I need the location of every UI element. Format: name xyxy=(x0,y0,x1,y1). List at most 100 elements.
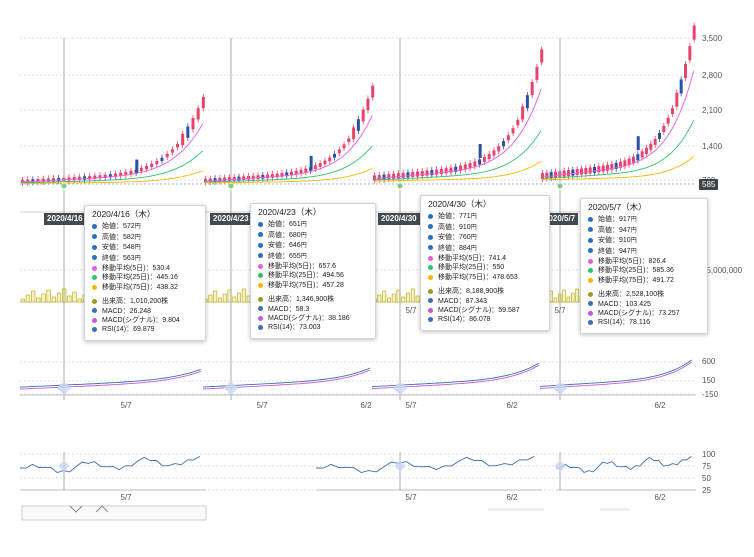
volume-bar xyxy=(410,288,415,303)
ma5-line xyxy=(205,115,373,182)
x-axis-label: 6/2 xyxy=(506,493,518,502)
volume-bar xyxy=(36,297,41,303)
tooltip-value: 高値：910 xyxy=(438,223,471,231)
candle-body xyxy=(304,168,308,173)
tooltip-date: 2020/5/7（木） xyxy=(588,202,647,212)
candle-body xyxy=(342,144,346,149)
tooltip-value: 移動平均(75日)：478.653 xyxy=(438,273,518,281)
tooltip-unit: 円 xyxy=(470,214,477,221)
tooltip-row: 終値：947円 xyxy=(588,247,700,257)
volume-bar xyxy=(562,289,566,303)
legend-dot-icon xyxy=(258,325,263,331)
ma75-line xyxy=(22,170,203,184)
candle-body xyxy=(666,117,670,124)
tooltip-value: 移動平均(75日)：491.72 xyxy=(598,276,674,284)
macd-marker-icon xyxy=(552,380,568,396)
candle-body xyxy=(337,149,341,154)
tooltip-unit: 円 xyxy=(630,248,637,255)
legend-dot-icon xyxy=(258,263,263,269)
tooltip-unit: 円 xyxy=(630,238,637,245)
date-tag-1: 2020/4/23 xyxy=(210,213,252,225)
candle-body xyxy=(77,176,81,181)
candle-body xyxy=(580,168,583,175)
rsi-axis-tick: 75 xyxy=(702,462,711,471)
candle-body xyxy=(280,173,284,177)
tooltip-row: 安値：548円 xyxy=(92,243,198,253)
candle-body xyxy=(545,172,549,179)
candle-body xyxy=(675,92,679,107)
candle-body xyxy=(640,151,644,158)
candle-body xyxy=(98,175,102,179)
rsi-axis-tick: 100 xyxy=(702,450,716,459)
tooltip-value: MACD(シグナル)：38.186 xyxy=(268,315,350,323)
legend-dot-icon xyxy=(428,234,433,240)
legend-dot-icon xyxy=(428,255,433,261)
candle-body xyxy=(679,79,683,94)
tooltip-row: 移動平均(5日)：741.4 xyxy=(428,254,542,263)
volume-bar xyxy=(25,294,31,303)
candle-body xyxy=(261,174,265,179)
candle-body xyxy=(41,178,45,183)
tooltip-row: 移動平均(25日)：550 xyxy=(428,263,542,272)
candle-body xyxy=(309,155,313,170)
legend-dot-icon xyxy=(258,232,263,238)
tooltip-row: MACD(シグナル)：38.186 xyxy=(258,314,368,323)
tooltip-date: 2020/4/30（木） xyxy=(428,199,492,209)
candle-body xyxy=(482,156,486,162)
macd-axis-tick: -150 xyxy=(702,390,719,399)
legend-dot-icon xyxy=(588,310,593,316)
tooltip-value: 終値：947 xyxy=(598,247,631,255)
tooltip-unit: 円 xyxy=(630,217,637,224)
tooltip-row: 安値：646円 xyxy=(258,241,368,251)
tooltip-unit: 円 xyxy=(300,222,307,229)
tooltip-value: 出来高：1,010,200株 xyxy=(102,298,169,306)
legend-dot-icon xyxy=(92,298,97,304)
legend-dot-icon xyxy=(258,242,263,248)
candle-body xyxy=(129,170,133,175)
x-axis-label: 5/7 xyxy=(554,306,566,315)
tooltip-value: 終値：655 xyxy=(268,252,301,260)
candle-body xyxy=(425,170,429,176)
candle-body xyxy=(619,161,622,168)
candle-body xyxy=(487,153,491,160)
candle-body xyxy=(571,169,575,176)
tooltip-value: MACD(シグナル)：9.804 xyxy=(102,317,180,325)
x-axis-label: 5/7 xyxy=(405,401,417,410)
candle-body xyxy=(313,165,317,170)
x-axis-label: 6/2 xyxy=(654,401,666,410)
tooltip-row: 出来高：2,528,100株 xyxy=(588,290,700,299)
tooltip-value: 安値：646 xyxy=(268,242,301,250)
candle-body xyxy=(430,170,434,176)
tooltip-row: 安値：760円 xyxy=(428,233,542,243)
candle-body xyxy=(636,154,640,161)
tooltip-row: MACD(シグナル)：9.804 xyxy=(92,316,198,325)
tooltip-row: 移動平均(25日)：494.56 xyxy=(258,271,368,280)
legend-dot-icon xyxy=(258,253,263,259)
tooltip-row: 高値：910円 xyxy=(428,223,542,233)
x-axis-label: 6/2 xyxy=(654,493,666,502)
tooltip-unit: 円 xyxy=(134,224,141,231)
candle-body xyxy=(525,95,529,109)
rsi-marker-icon xyxy=(58,460,70,472)
volume-bar xyxy=(575,288,579,303)
tooltip-row: 移動平均(75日)：438.32 xyxy=(92,283,198,292)
tooltip-value: RSI(14)：86.078 xyxy=(438,316,491,324)
candle-body xyxy=(406,172,410,178)
candle-body xyxy=(549,172,553,179)
candle-body xyxy=(658,132,661,139)
macd-line xyxy=(371,362,540,388)
volume-bar xyxy=(549,290,553,303)
candle-body xyxy=(201,96,205,109)
legend-dot-icon xyxy=(428,288,433,294)
candle-body xyxy=(454,166,458,172)
volume-bar xyxy=(208,294,213,303)
ma5-line xyxy=(22,123,204,182)
tooltip-row: 始値：572円 xyxy=(92,222,198,232)
volume-bar xyxy=(20,298,25,303)
rsi-axis-tick: 50 xyxy=(702,474,711,483)
candle-body xyxy=(420,171,424,177)
candle-body xyxy=(435,169,439,175)
legend-dot-icon xyxy=(428,317,433,323)
candle-body xyxy=(328,157,332,162)
volume-axis-tick: 15,000,000 xyxy=(702,266,743,275)
